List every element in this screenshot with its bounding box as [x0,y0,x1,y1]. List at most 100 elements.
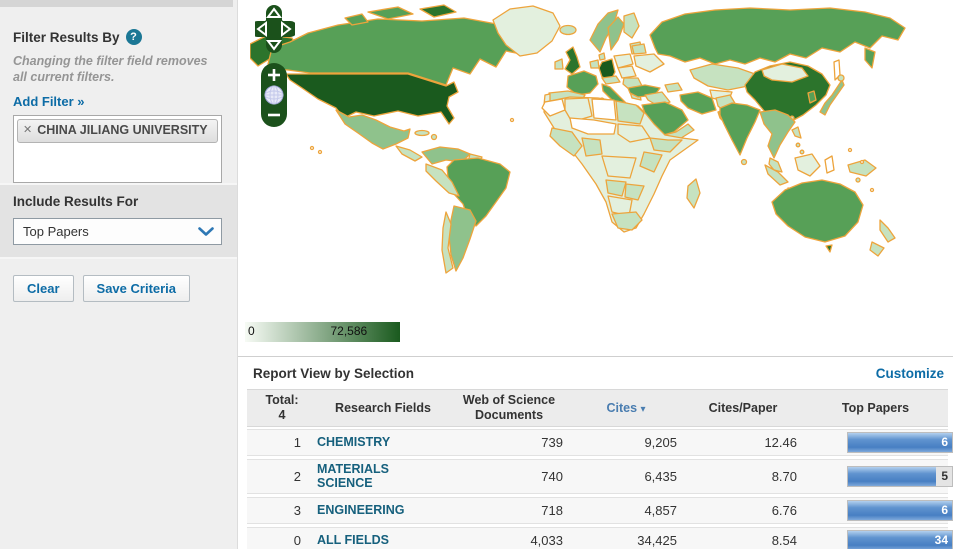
country-norway [589,9,619,53]
country-madagascar [686,178,701,209]
filter-note: Changing the filter field removes all cu… [13,54,208,84]
column-header-research-fields: Research Fields [335,400,431,415]
filter-results-heading-label: Filter Results By [13,29,120,45]
hokkaido [837,74,845,82]
country-korea [807,90,817,104]
clear-button[interactable]: Clear [13,275,74,302]
pan-left-icon [256,21,267,37]
remove-filter-icon[interactable]: ✕ [23,124,33,137]
arctic-island [367,6,414,20]
country-ukraine [633,53,665,73]
country-poland [613,53,634,69]
countries[interactable] [250,4,906,274]
philippine-island [795,142,801,148]
cites-per-paper-cell: 6.76 [771,502,797,518]
sidebar-top-strip [0,0,233,7]
pan-down-icon [266,40,282,51]
country-australia [771,179,864,243]
country-sudan [617,123,651,143]
tasmania [825,244,833,253]
rank-cell: 2 [293,468,301,484]
bar-fill [848,530,952,549]
column-header-cites-per-paper: Cites/Paper [708,400,778,415]
rank-cell: 1 [293,435,301,450]
column-header-top-papers: Top Papers [841,400,910,415]
table-row: 3 ENGINEERING 718 4,857 6.76 6 [247,496,953,524]
borneo [794,153,821,177]
active-filters-box: ✕ CHINA JILIANG UNIVERSITY [13,115,222,184]
add-filter-link[interactable]: Add Filter » [13,94,85,110]
customize-link[interactable]: Customize [875,365,944,381]
central-america [395,145,423,162]
kenya-tanzania [639,151,663,173]
country-india [719,102,761,156]
arctic-island [344,13,369,26]
bar-fill [848,466,937,486]
central-europe [617,65,637,79]
country-nigeria [581,137,603,157]
pacific-island [309,145,315,151]
country-iran [679,91,717,115]
sri-lanka [740,158,748,166]
map-controls [250,3,298,138]
country-uk [564,46,581,75]
column-header-cites[interactable]: Cites ▾ [606,400,646,415]
globe-icon[interactable] [264,85,284,105]
new-zealand-north [879,219,896,243]
pan-control[interactable] [250,5,298,53]
zoom-control[interactable] [261,63,287,127]
filter-section: Filter Results By ? Changing the filter … [0,7,237,184]
pan-right-icon [281,21,292,37]
zoom-in-icon[interactable] [268,69,280,81]
wos-documents-cell: 718 [541,502,563,518]
field-link[interactable]: ENGINEERING [317,503,405,518]
field-link[interactable]: CHEMISTRY [317,435,391,450]
sumatra [764,164,789,186]
country-cuba [414,129,430,137]
table-row: 0 ALL FIELDS 4,033 34,425 8.54 34 [247,526,953,549]
country-morocco [541,98,566,117]
arctic-island [419,4,457,18]
include-results-heading: Include Results For [13,194,139,209]
table-titlebar: Report View by Selection Customize [247,357,948,389]
field-link[interactable]: MATERIALS SCIENCE [317,462,389,491]
sort-desc-icon: ▾ [640,403,646,415]
country-ethiopia [649,137,683,153]
kamchatka [864,47,876,69]
table-header-row: Total: 4 Research Fields Web of Science … [247,389,948,427]
legend-max-value: 72,586 [330,324,368,338]
top-papers-bar: 6 [847,499,953,521]
benelux [589,59,600,69]
cites-per-paper-cell: 8.54 [771,532,797,548]
country-drc [601,155,637,179]
country-greenland [492,5,561,57]
country-zambia [624,183,645,201]
philippine-island [799,149,805,155]
new-caledonia [855,177,861,183]
caucasus [664,82,683,93]
top-papers-bar: 6 [847,432,953,453]
save-criteria-button[interactable]: Save Criteria [82,275,191,302]
malay-peninsula [768,157,783,173]
dropdown-selected-value: Top Papers [23,224,89,239]
include-results-dropdown[interactable]: Top Papers [13,218,222,245]
world-choropleth-map[interactable] [250,0,950,320]
field-link[interactable]: ALL FIELDS [317,533,389,548]
country-libya [591,98,617,121]
country-finland [623,12,640,39]
wos-documents-cell: 740 [541,468,563,484]
top-papers-bar: 34 [847,529,953,549]
column-header-wos-documents: Web of Science Documents [462,393,556,422]
top-papers-value: 5 [941,468,948,483]
filter-chip-label: CHINA JILIANG UNIVERSITY [37,123,208,138]
top-papers-value: 6 [941,435,948,449]
top-papers-bar: 5 [847,465,953,487]
filter-chip[interactable]: ✕ CHINA JILIANG UNIVERSITY [17,119,218,144]
country-mongolia [761,63,809,83]
country-japan [819,79,845,116]
table-row: 2 MATERIALS SCIENCE 740 6,435 8.70 5 [247,459,953,494]
help-icon[interactable]: ? [125,29,142,45]
country-chile [441,211,454,274]
legend-min-value: 0 [248,324,255,338]
country-france [566,70,599,96]
